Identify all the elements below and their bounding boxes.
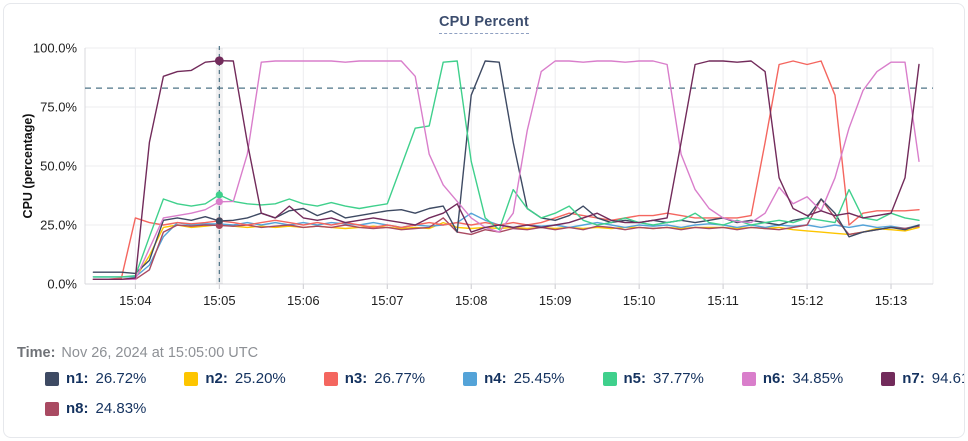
legend-series-value: 94.61% [931, 370, 964, 387]
svg-text:100.0%: 100.0% [33, 41, 78, 56]
legend-swatch [463, 371, 478, 386]
svg-text:15:10: 15:10 [623, 293, 656, 308]
legend-series-value: 25.45% [513, 370, 565, 387]
legend-swatch [45, 371, 59, 386]
chart-legend: n1: 26.72% n2: 25.20% n3: 26.77% n4: 25.… [45, 370, 964, 417]
legend-item[interactable]: n3: 26.77% [323, 370, 426, 387]
legend-swatch [323, 371, 338, 386]
svg-text:15:08: 15:08 [455, 293, 488, 308]
svg-text:50.0%: 50.0% [40, 159, 77, 174]
svg-text:0.0%: 0.0% [47, 277, 77, 292]
svg-text:15:09: 15:09 [539, 293, 572, 308]
svg-text:CPU (percentage): CPU (percentage) [21, 114, 35, 219]
svg-text:75.0%: 75.0% [40, 100, 77, 115]
legend-swatch [602, 371, 617, 386]
legend-series-name: n6: [762, 370, 786, 387]
time-label: Time: [17, 345, 56, 361]
legend-item[interactable]: n5: 37.77% [602, 370, 704, 387]
legend-series-name: n8: [66, 400, 89, 417]
chart-header: CPU Percent [4, 13, 964, 34]
legend-item[interactable]: n2: 25.20% [184, 370, 286, 387]
svg-text:25.0%: 25.0% [40, 218, 77, 233]
legend-item[interactable]: n4: 25.45% [463, 370, 565, 387]
legend-series-name: n7: [902, 370, 925, 387]
legend-series-value: 37.77% [653, 370, 704, 387]
svg-text:15:12: 15:12 [791, 293, 824, 308]
legend-series-value: 25.20% [234, 370, 286, 387]
chart-card: CPU Percent 15:04 15:05 15:06 15:07 15:08 15:… [3, 3, 965, 438]
legend-item[interactable]: n6: 34.85% [741, 370, 844, 387]
legend-series-value: 34.85% [792, 370, 844, 387]
legend-item[interactable]: n8: 24.83% [45, 400, 146, 417]
legend-series-name: n1: [66, 370, 89, 387]
legend-swatch [741, 371, 756, 386]
legend-item[interactable]: n7: 94.61% [881, 370, 964, 387]
time-row: Time: Nov 26, 2024 at 15:05:00 UTC [17, 345, 258, 361]
legend-series-value: 24.83% [95, 400, 147, 417]
legend-series-name: n2: [205, 370, 228, 387]
legend-series-name: n3: [344, 370, 368, 387]
legend-swatch [881, 371, 896, 386]
legend-series-value: 26.72% [95, 370, 147, 387]
svg-text:15:11: 15:11 [707, 293, 739, 308]
svg-text:15:04: 15:04 [119, 293, 152, 308]
legend-series-value: 26.77% [374, 370, 426, 387]
time-value: Nov 26, 2024 at 15:05:00 UTC [61, 345, 259, 361]
legend-swatch [184, 371, 199, 386]
legend-series-name: n4: [484, 370, 507, 387]
svg-text:15:05: 15:05 [203, 293, 236, 308]
svg-text:15:06: 15:06 [287, 293, 320, 308]
svg-text:15:13: 15:13 [875, 293, 908, 308]
cpu-percent-line-chart[interactable]: 15:04 15:05 15:06 15:07 15:08 15:09 15:10 15:11… [4, 39, 964, 319]
legend-swatch [45, 401, 59, 416]
legend-series-name: n5: [623, 370, 647, 387]
chart-title[interactable]: CPU Percent [438, 14, 530, 34]
legend-item[interactable]: n1: 26.72% [45, 370, 146, 387]
svg-text:15:07: 15:07 [371, 293, 404, 308]
